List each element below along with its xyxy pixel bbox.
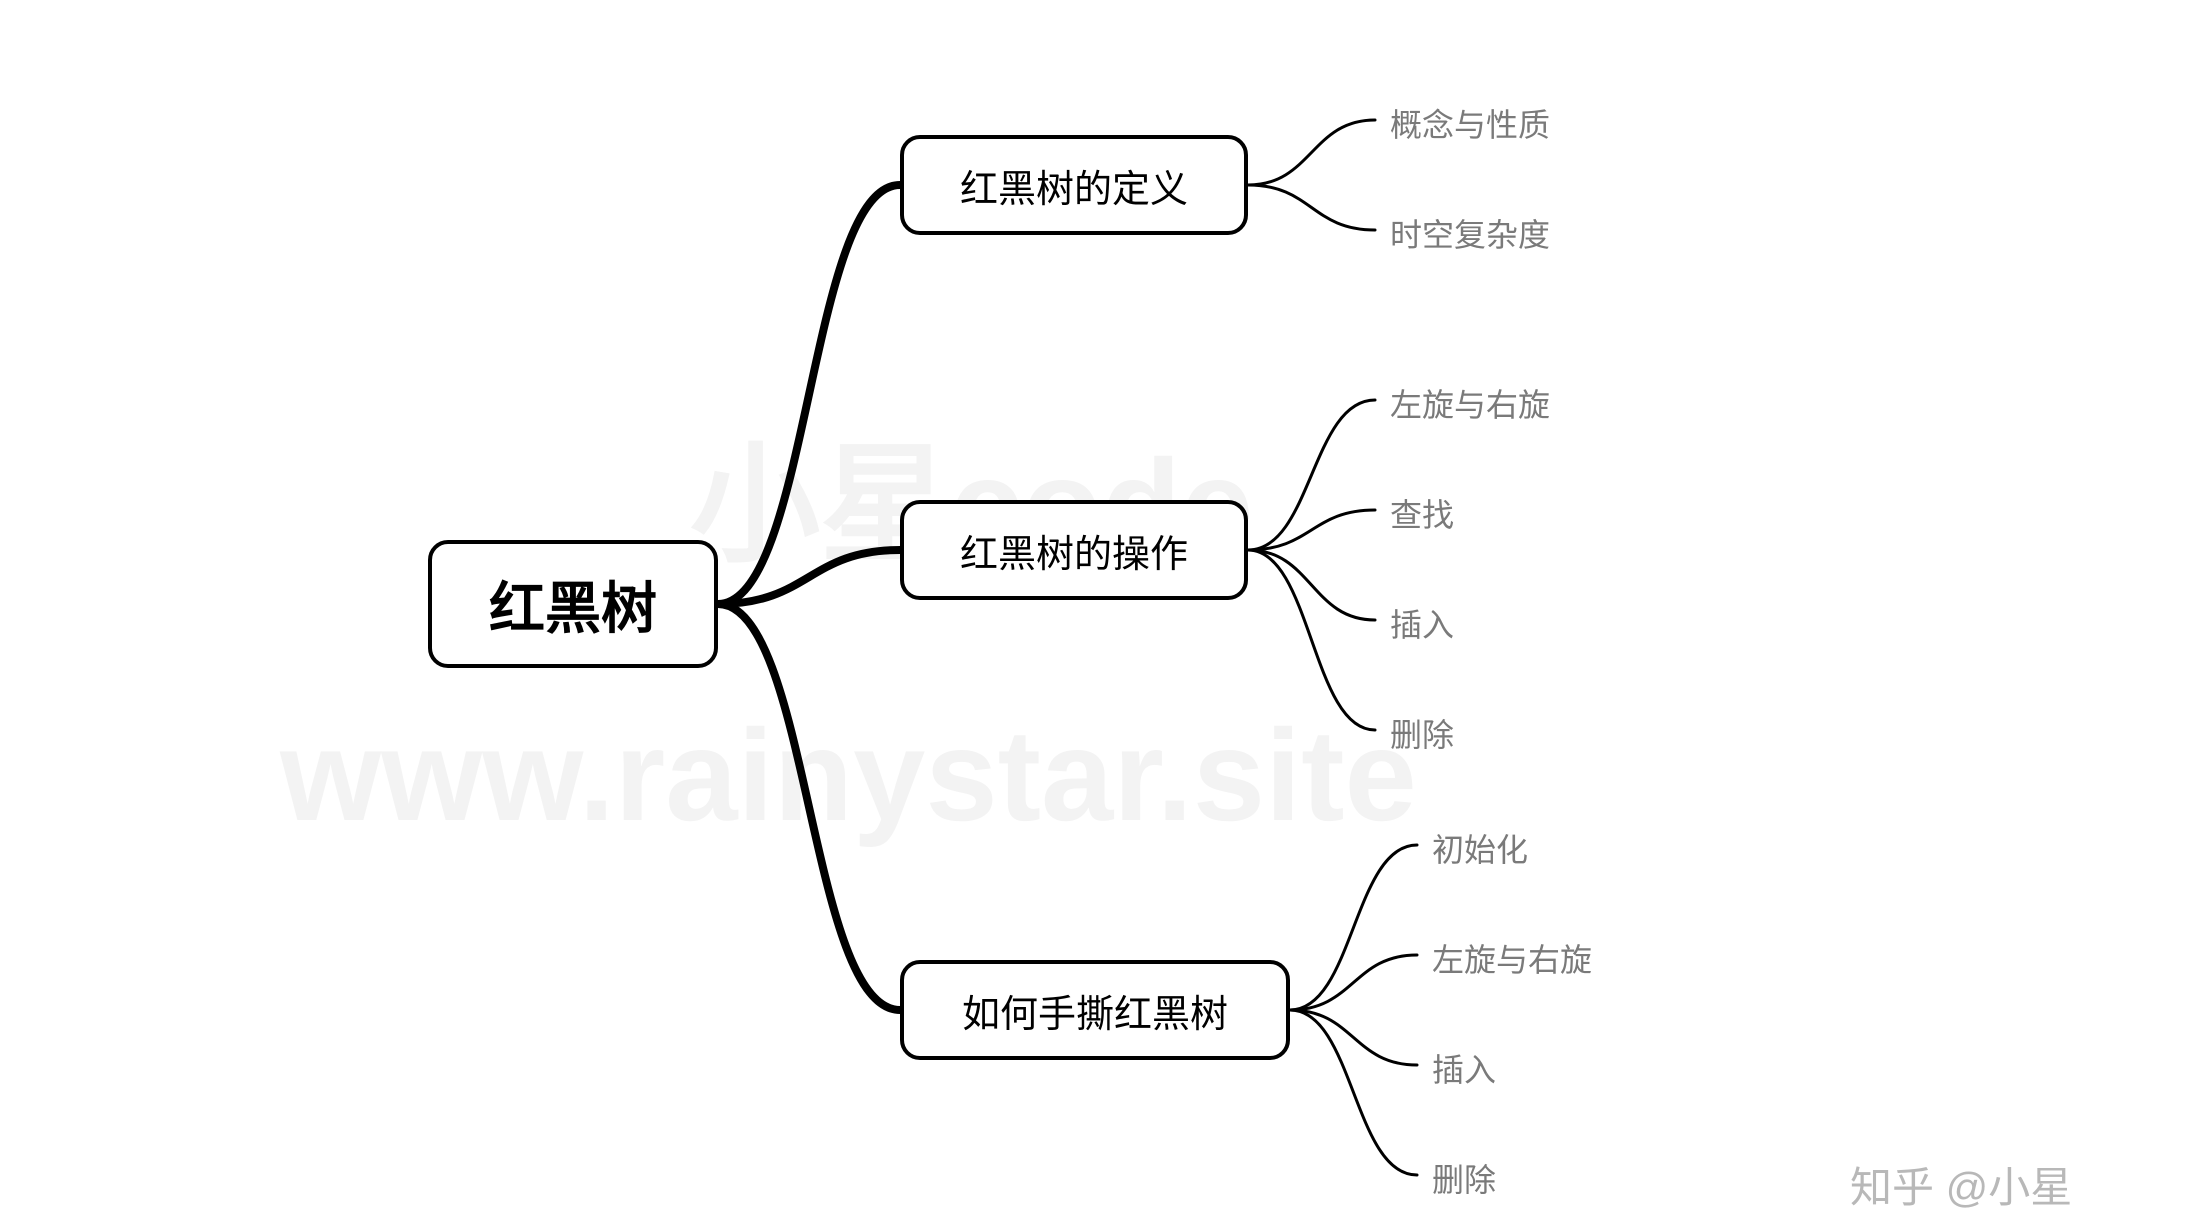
leaf-1-0: 左旋与右旋 (1390, 380, 1550, 426)
leaf-2-0: 初始化 (1432, 825, 1528, 871)
leaf-1-1: 查找 (1390, 490, 1454, 536)
leaf-2-2: 插入 (1432, 1045, 1496, 1091)
branch-node-2: 如何手撕红黑树 (900, 960, 1290, 1060)
branch-node-0: 红黑树的定义 (900, 135, 1248, 235)
branch-label: 如何手撕红黑树 (962, 983, 1228, 1038)
root-node: 红黑树 (428, 540, 718, 668)
leaf-1-3: 删除 (1390, 710, 1454, 756)
branch-node-1: 红黑树的操作 (900, 500, 1248, 600)
branch-label: 红黑树的定义 (960, 158, 1188, 213)
attribution-text: 知乎 @小星 (1850, 1154, 2072, 1215)
branch-label: 红黑树的操作 (960, 523, 1188, 578)
leaf-1-2: 插入 (1390, 600, 1454, 646)
leaf-0-1: 时空复杂度 (1390, 210, 1550, 256)
leaf-0-0: 概念与性质 (1390, 100, 1550, 146)
leaf-2-1: 左旋与右旋 (1432, 935, 1592, 981)
leaf-2-3: 删除 (1432, 1155, 1496, 1201)
watermark-2: www.rainystar.site (280, 700, 1417, 850)
root-label: 红黑树 (489, 564, 657, 645)
mindmap-canvas: 小星code www.rainystar.site 红黑树 红黑树的定义 红黑树… (0, 0, 2200, 1221)
